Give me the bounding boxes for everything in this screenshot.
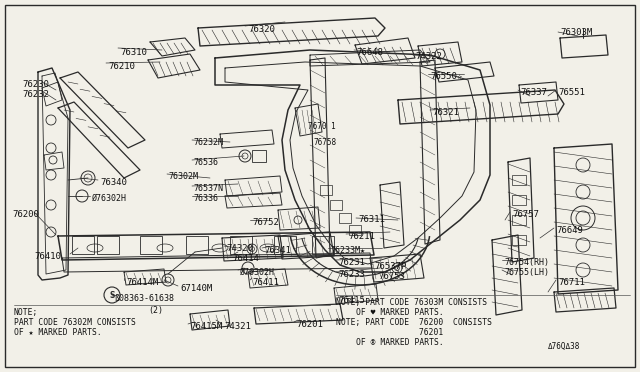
Text: 76200: 76200: [12, 210, 39, 219]
Bar: [312, 236, 334, 254]
Bar: [512, 195, 526, 205]
Bar: [230, 236, 252, 254]
Text: 76649: 76649: [556, 226, 583, 235]
Text: 67140M: 67140M: [180, 284, 212, 293]
Text: 76311: 76311: [358, 215, 385, 224]
Text: NOTE; PART CODE 76303M CONSISTS: NOTE; PART CODE 76303M CONSISTS: [336, 298, 487, 307]
Text: 76310: 76310: [120, 48, 147, 57]
Text: 76201: 76201: [336, 328, 444, 337]
Text: 76233M★: 76233M★: [330, 246, 365, 255]
Text: 76415: 76415: [338, 296, 365, 305]
Text: 76341: 76341: [264, 246, 291, 255]
Text: 76414M: 76414M: [126, 278, 158, 287]
Text: 76201: 76201: [296, 320, 323, 329]
Text: 76336: 76336: [193, 194, 218, 203]
Text: 76757: 76757: [512, 210, 539, 219]
Text: 76230: 76230: [22, 80, 49, 89]
Text: Ø76302H: Ø76302H: [92, 194, 127, 203]
Text: 76711: 76711: [558, 278, 585, 287]
Text: Δ76QΔ38: Δ76QΔ38: [548, 342, 580, 351]
Text: PART CODE 76302M CONSISTS: PART CODE 76302M CONSISTS: [14, 318, 136, 327]
Text: 76537N: 76537N: [193, 184, 223, 193]
Text: Ø76302H: Ø76302H: [240, 268, 275, 277]
Bar: [349, 225, 361, 235]
Text: 76210: 76210: [108, 62, 135, 71]
Text: 74320: 74320: [226, 244, 253, 253]
Text: 7670 1: 7670 1: [308, 122, 336, 131]
Text: 76337: 76337: [520, 88, 547, 97]
Text: OF ★ MARKED PARTS.: OF ★ MARKED PARTS.: [14, 328, 102, 337]
Text: 76211: 76211: [348, 232, 375, 241]
Bar: [320, 185, 332, 195]
Text: 76754(RH): 76754(RH): [504, 258, 549, 267]
Text: 76410: 76410: [34, 252, 61, 261]
Text: 76752: 76752: [252, 218, 279, 227]
Bar: [274, 236, 296, 254]
Text: OF ® MARKED PARTS.: OF ® MARKED PARTS.: [356, 338, 444, 347]
Text: 76415M: 76415M: [190, 322, 222, 331]
Text: 76536: 76536: [193, 158, 218, 167]
Bar: [330, 200, 342, 210]
Bar: [339, 213, 351, 223]
Text: 76537P: 76537P: [374, 262, 406, 271]
Text: 76550☆: 76550☆: [430, 72, 462, 81]
Bar: [72, 236, 94, 254]
Text: 76758: 76758: [313, 138, 336, 147]
Text: ß08363-61638: ß08363-61638: [114, 294, 174, 303]
Text: 76302M: 76302M: [168, 172, 198, 181]
Text: 76232: 76232: [22, 90, 49, 99]
Text: 76551: 76551: [558, 88, 585, 97]
Text: 76320: 76320: [248, 25, 275, 34]
Text: 76231: 76231: [338, 258, 365, 267]
Text: 76232M: 76232M: [193, 138, 223, 147]
Text: 76340: 76340: [100, 178, 127, 187]
Text: NOTE;: NOTE;: [14, 308, 38, 317]
Text: 76753: 76753: [378, 272, 405, 281]
Text: 74322: 74322: [415, 52, 442, 61]
Text: 76303M: 76303M: [560, 28, 592, 37]
Bar: [512, 215, 526, 225]
Bar: [252, 150, 266, 162]
Text: S: S: [109, 291, 115, 299]
Text: NOTE; PART CODE  76200  CONSISTS: NOTE; PART CODE 76200 CONSISTS: [336, 318, 492, 327]
Text: 76755(LH): 76755(LH): [504, 268, 549, 277]
Bar: [97, 236, 119, 254]
Bar: [186, 236, 208, 254]
Text: 76648: 76648: [356, 48, 383, 57]
Text: 76411: 76411: [252, 278, 279, 287]
Text: 76321: 76321: [432, 108, 459, 117]
Bar: [512, 175, 526, 185]
Text: 76233: 76233: [338, 270, 365, 279]
Bar: [512, 235, 526, 245]
Text: 76414: 76414: [232, 254, 259, 263]
Text: 74321: 74321: [224, 322, 251, 331]
Bar: [140, 236, 162, 254]
Text: (2): (2): [148, 306, 163, 315]
Text: OF ♥ MARKED PARTS.: OF ♥ MARKED PARTS.: [356, 308, 444, 317]
